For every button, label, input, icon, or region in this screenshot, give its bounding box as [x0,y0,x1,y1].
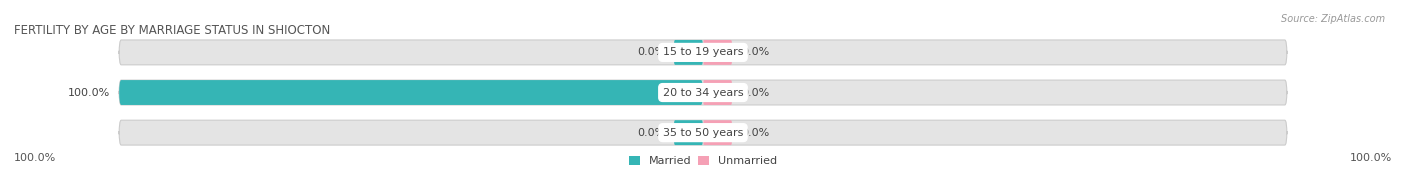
Legend: Married, Unmarried: Married, Unmarried [628,156,778,166]
Text: 0.0%: 0.0% [741,88,769,98]
FancyBboxPatch shape [673,120,703,145]
Text: 100.0%: 100.0% [67,88,111,98]
Text: 35 to 50 years: 35 to 50 years [662,128,744,138]
FancyBboxPatch shape [120,80,1286,105]
Text: 0.0%: 0.0% [741,128,769,138]
Text: Source: ZipAtlas.com: Source: ZipAtlas.com [1281,14,1385,24]
FancyBboxPatch shape [703,40,733,65]
Text: 20 to 34 years: 20 to 34 years [662,88,744,98]
FancyBboxPatch shape [120,40,1286,65]
Text: 100.0%: 100.0% [1350,152,1392,162]
Text: FERTILITY BY AGE BY MARRIAGE STATUS IN SHIOCTON: FERTILITY BY AGE BY MARRIAGE STATUS IN S… [14,24,330,36]
Text: 0.0%: 0.0% [637,128,665,138]
FancyBboxPatch shape [673,40,703,65]
FancyBboxPatch shape [120,80,703,105]
Text: 15 to 19 years: 15 to 19 years [662,47,744,57]
Text: 0.0%: 0.0% [637,47,665,57]
Text: 100.0%: 100.0% [14,152,56,162]
FancyBboxPatch shape [120,120,1286,145]
FancyBboxPatch shape [703,120,733,145]
FancyBboxPatch shape [703,80,733,105]
Text: 0.0%: 0.0% [741,47,769,57]
